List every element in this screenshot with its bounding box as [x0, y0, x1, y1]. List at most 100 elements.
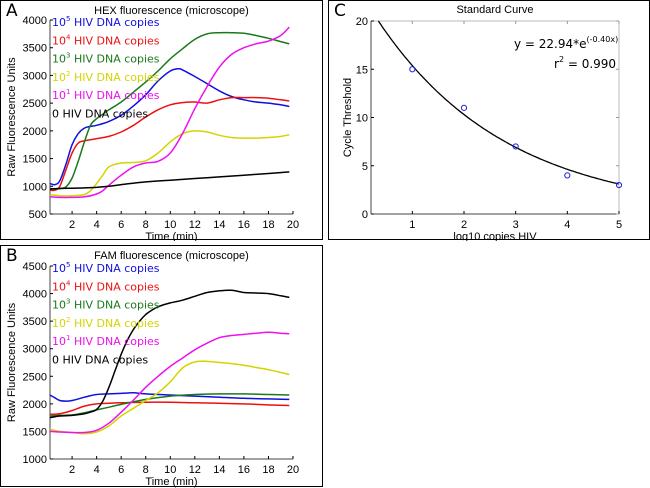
legend-base: 10 [52, 34, 66, 47]
y-tick-label: 4000 [23, 15, 47, 27]
y-tick-label: 15 [356, 64, 368, 76]
legend-base: 10 [52, 280, 66, 293]
legend-entry-0: 105 HIV DNA copies [52, 261, 160, 275]
fam-chart-svg: 2 4 6 8 10 12 14 16 18 20100015002000250030003500… [6, 250, 299, 488]
legend-text-rest: HIV DNA copies [70, 299, 159, 312]
x-tick-label: 8 [143, 219, 149, 231]
legend-exponent: 3 [66, 52, 70, 60]
series-line-3 [49, 130, 290, 197]
legend-exponent: 2 [66, 70, 70, 78]
x-tick-label: 5 [616, 219, 622, 231]
x-tick-label: 16 [238, 219, 250, 231]
y-tick-label: 2000 [23, 399, 47, 411]
panel-b-fam-chart: B 2 4 6 8 10 12 14 16 18 20 1000 1500 2000 2500 3000 35… [0, 245, 323, 488]
series-line-0 [49, 392, 290, 402]
data-point-4 [615, 181, 623, 189]
legend-entry-1: 104 HIV DNA copies [52, 33, 160, 47]
legend-text-rest: HIV DNA copies [59, 354, 148, 367]
legend-exponent: 5 [66, 15, 70, 23]
data-point-0 [409, 66, 416, 73]
series-line-3 [49, 360, 290, 435]
panel-a-hex-chart: A 2 4 6 8 10 12 14 16 18 20 500 1000 1500 2000 2500 300… [0, 0, 323, 241]
y-tick-label: 5 [362, 161, 368, 173]
series-line-1 [49, 96, 290, 192]
y-tick-label: 4500 [23, 261, 47, 273]
y-axis-title: Cycle Threshold [342, 78, 354, 157]
x-tick-label: 6 [118, 464, 124, 476]
legend-exponent: 2 [66, 316, 70, 324]
legend-entry-2: 103 HIV DNA copies [52, 52, 160, 66]
x-tick-label: 10 [164, 219, 176, 231]
y-tick-label: 1000 [23, 454, 47, 466]
y-axis-title: Raw Fluorescence Units [6, 302, 18, 422]
legend-base: 10 [52, 16, 66, 29]
fit-curve [377, 20, 619, 185]
x-tick-label: 20 [287, 219, 299, 231]
legend-exponent: 1 [66, 334, 70, 342]
y-tick-label: 1000 [23, 181, 47, 193]
y-tick-label: 3500 [23, 43, 47, 55]
legend-exponent: 4 [66, 279, 71, 287]
series-line-5 [49, 171, 290, 190]
y-tick-label: 2500 [23, 371, 47, 383]
panel-letter-a: A [6, 1, 18, 21]
data-point-3 [564, 172, 571, 179]
x-tick-label: 10 [164, 464, 176, 476]
r-squared: r2 = 0.990 [554, 55, 616, 71]
y-tick-label: 4000 [23, 289, 47, 301]
x-tick-label: 12 [189, 464, 201, 476]
y-axis-title: Raw Fluorescence Units [6, 57, 18, 177]
chart-title: Standard Curve [456, 4, 533, 16]
legend-base: 10 [52, 262, 66, 275]
panel-c-standard-curve: C 1 2 3 4 5 0 5 10 15 20 Standard Curve log10 copie… [328, 0, 650, 241]
legend-entry-4: 101 HIV DNA copies [52, 334, 160, 348]
data-point-1 [460, 104, 468, 111]
x-tick-label: 4 [564, 219, 570, 231]
y-tick-label: 10 [356, 113, 368, 125]
legend-entry-3: 102 HIV DNA copies [52, 316, 160, 330]
legend-exponent: 5 [66, 261, 70, 269]
x-tick-label: 18 [262, 464, 274, 476]
fit-equation: y = 22.94*e(-0.40x) [514, 35, 618, 51]
legend-base: 0 [52, 108, 59, 121]
legend-text-rest: HIV DNA copies [70, 262, 159, 275]
legend-base: 10 [52, 335, 66, 348]
x-tick-label: 2 [69, 464, 75, 476]
y-tick-label: 500 [29, 209, 47, 221]
legend-text-rest: HIV DNA copies [59, 108, 148, 121]
x-tick-label: 14 [213, 219, 225, 231]
y-tick-label: 3000 [23, 70, 47, 82]
legend-base: 10 [52, 317, 66, 330]
legend-text-rest: HIV DNA copies [70, 16, 159, 29]
equation-exponent: (-0.40x) [587, 35, 619, 44]
y-tick-label: 1500 [23, 426, 47, 438]
legend-entry-5: 0 HIV DNA copies [52, 354, 148, 367]
legend-entry-4: 101 HIV DNA copies [52, 88, 160, 102]
x-tick-label: 12 [189, 219, 201, 231]
y-tick-label: 2500 [23, 98, 47, 110]
hex-chart-svg: 2 4 6 8 10 12 14 16 18 20500100015002000250030003… [6, 5, 299, 241]
legend-base: 10 [52, 71, 66, 84]
x-tick-label: 18 [262, 219, 274, 231]
x-tick-label: 6 [118, 219, 124, 231]
r2-value: = 0.990 [564, 57, 616, 71]
panel-letter-b: B [6, 246, 18, 266]
x-axis-title: log10 copies HIV [453, 231, 537, 241]
x-tick-label: 1 [409, 219, 415, 231]
series-line-5 [49, 289, 290, 419]
x-tick-label: 3 [513, 219, 519, 231]
chart-title: HEX fluorescence (microscope) [94, 5, 249, 17]
legend-text-rest: HIV DNA copies [70, 53, 159, 66]
legend-entry-1: 104 HIV DNA copies [52, 279, 160, 293]
chart-title: FAM fluorescence (microscope) [94, 250, 249, 262]
legend-text-rest: HIV DNA copies [70, 34, 159, 47]
legend-text-rest: HIV DNA copies [70, 335, 159, 348]
x-tick-label: 4 [94, 464, 100, 476]
legend-base: 10 [52, 53, 66, 66]
legend-text-rest: HIV DNA copies [70, 89, 159, 102]
x-tick-label: 14 [213, 464, 225, 476]
legend-base: 0 [52, 354, 59, 367]
r2-base: r [554, 57, 559, 71]
series-line-4 [49, 331, 290, 434]
legend-exponent: 1 [66, 88, 70, 96]
